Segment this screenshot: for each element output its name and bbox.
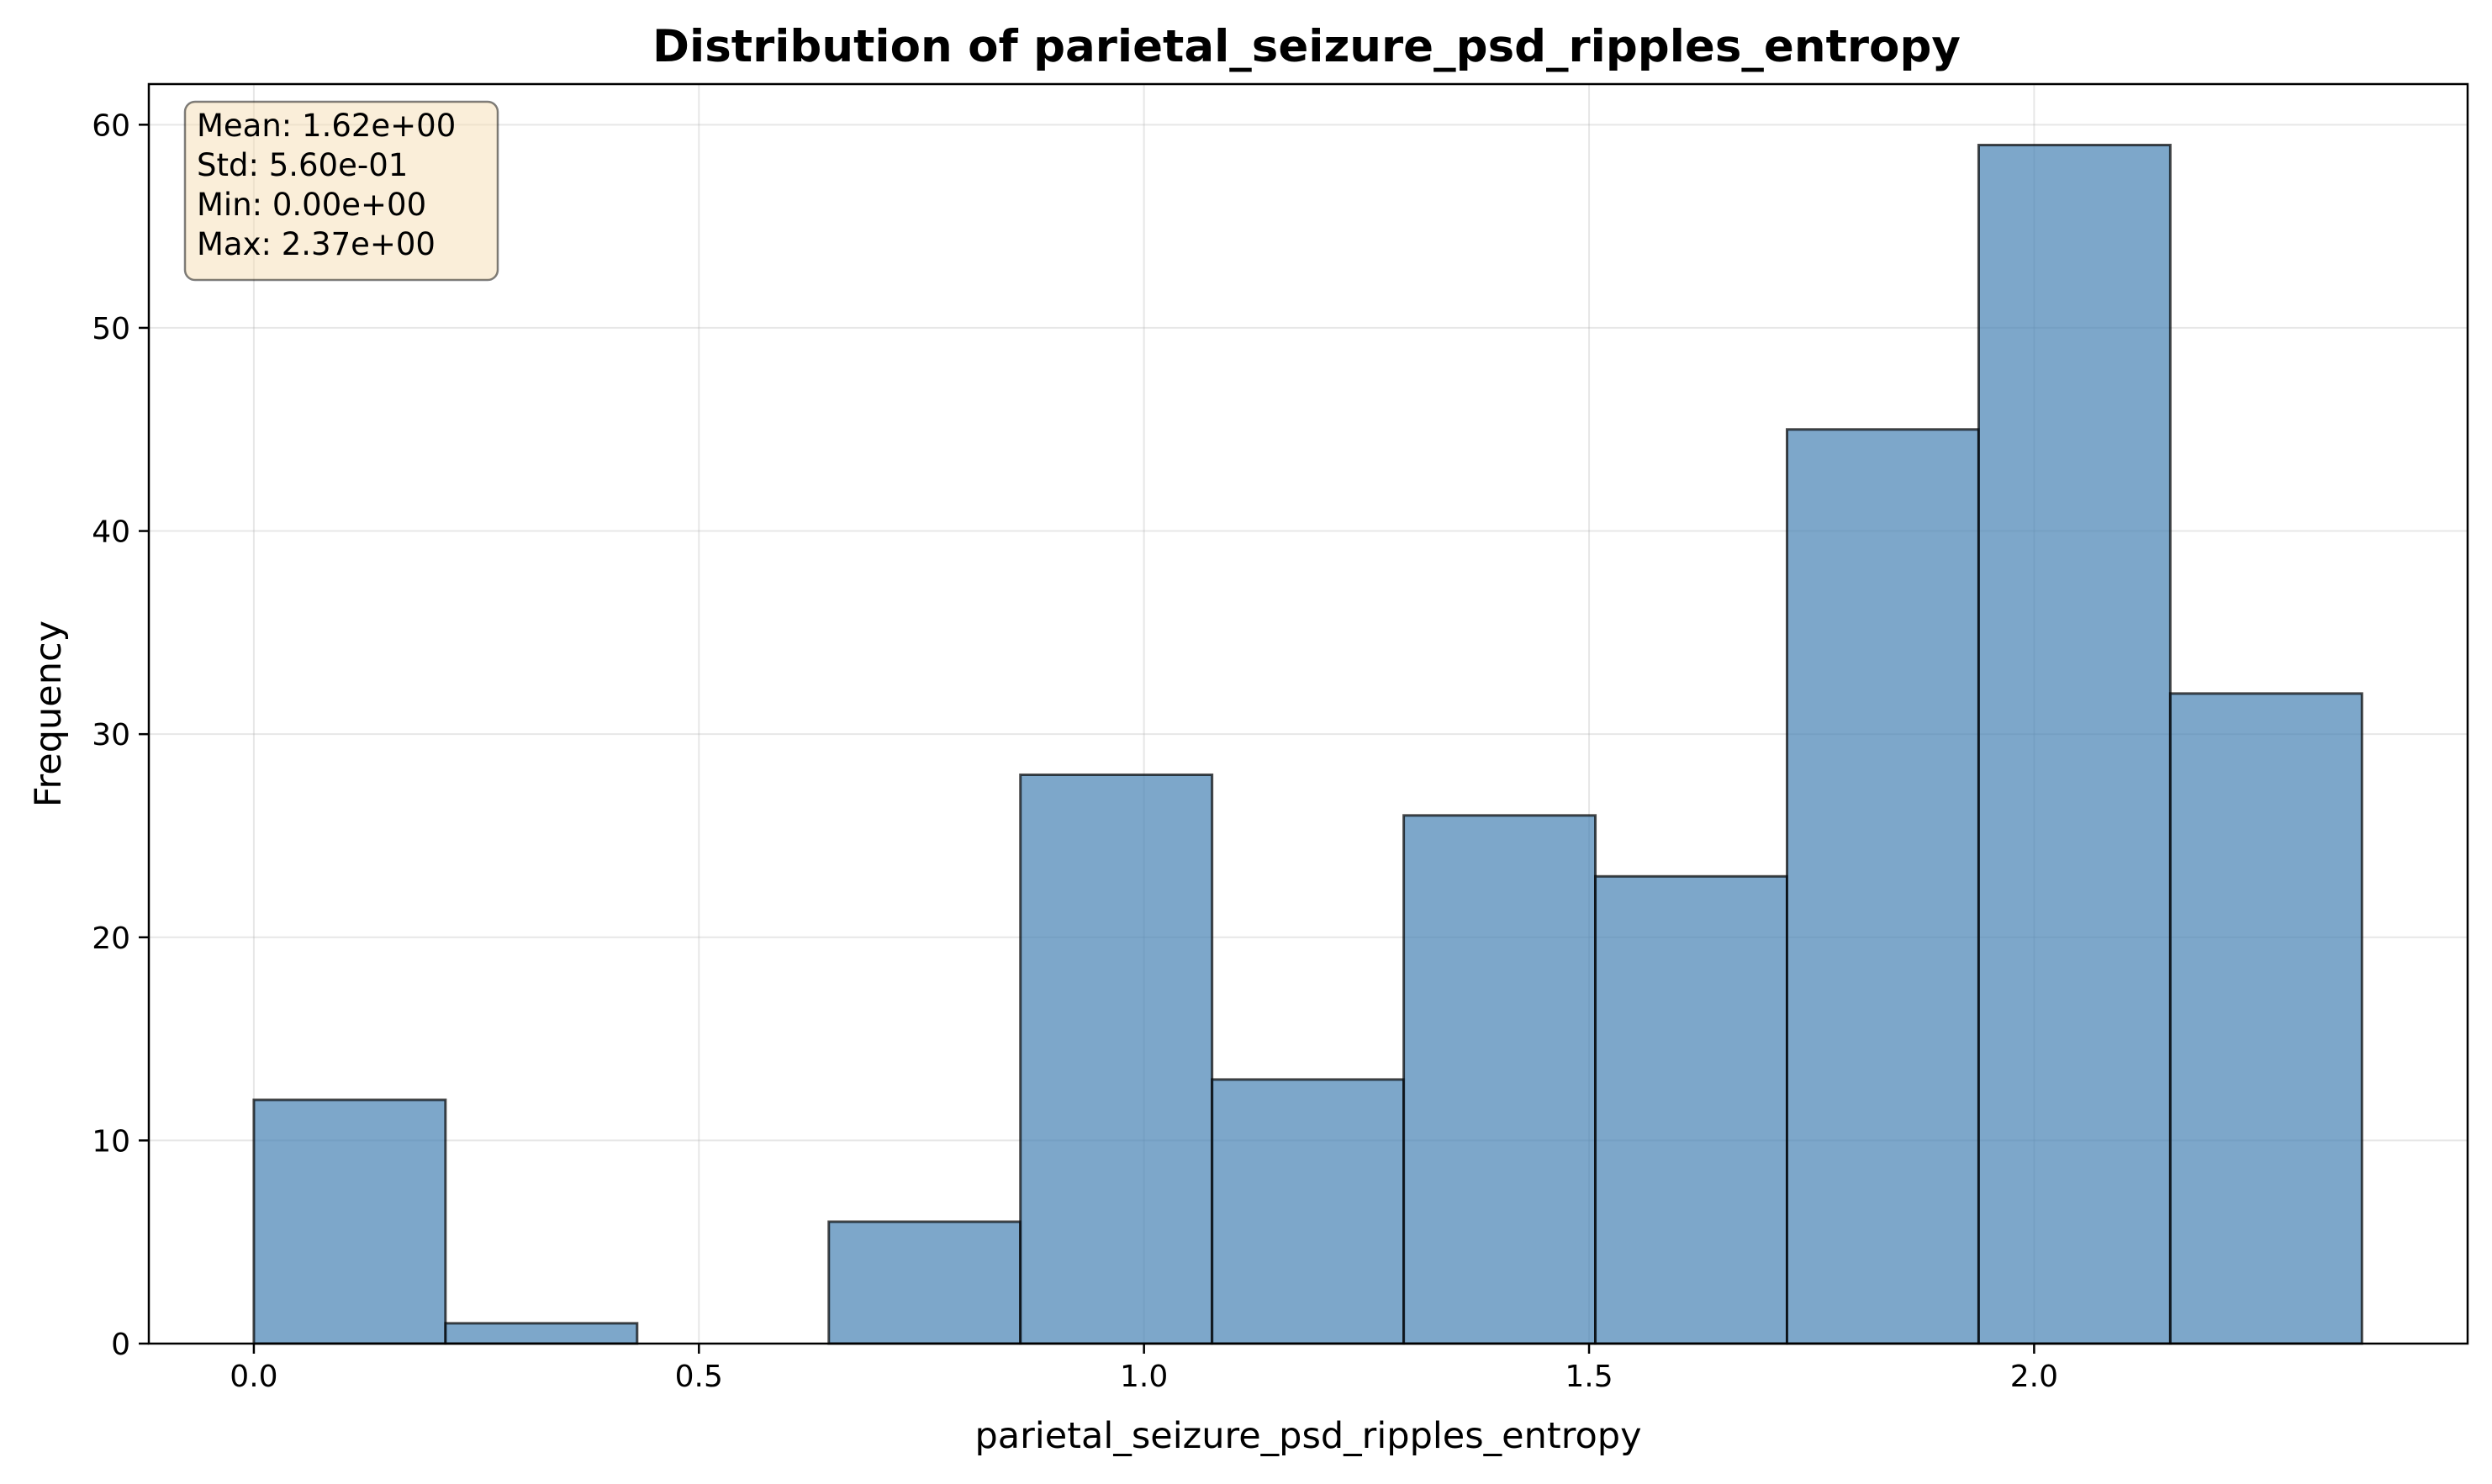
histogram-bar [1594,874,1788,1345]
y-tick-label: 0 [111,1328,130,1362]
histogram-bar [2168,692,2363,1345]
stat-max: Max: 2.37e+00 [197,226,436,262]
histogram-bar [1019,773,1214,1345]
x-axis-ticks: 0.0 0.5 1.0 1.5 2.0 [230,1344,2058,1394]
x-tick-label: 0.0 [230,1360,277,1394]
statistics-box-background [183,100,499,282]
x-axis-label: parietal_seizure_psd_ripples_entropy [974,1415,1641,1457]
stat-mean: Mean: 1.62e+00 [197,108,456,144]
x-tick-label: 2.0 [2010,1360,2058,1394]
y-tick-label: 50 [92,312,130,346]
stat-std: Std: 5.60e-01 [197,147,408,183]
statistics-box: Mean: 1.62e+00 Std: 5.60e-01 Min: 0.00e+… [183,100,499,282]
x-tick-label: 1.5 [1565,1360,1613,1394]
chart-title: Distribution of parietal_seizure_psd_rip… [652,21,1961,72]
histogram-bar [1977,143,2172,1345]
histogram-bar [1402,814,1597,1345]
histogram-bars [252,143,2363,1345]
histogram-bar [1211,1078,1406,1345]
y-tick-label: 40 [92,515,130,550]
histogram-bar [1785,428,1980,1345]
x-tick-label: 1.0 [1120,1360,1168,1394]
histogram-bar [444,1322,639,1345]
y-tick-label: 10 [92,1124,130,1159]
y-tick-label: 60 [92,108,130,143]
histogram-bar [252,1098,447,1345]
histogram-bar [827,1220,1022,1345]
y-axis-label: Frequency [28,621,70,807]
x-tick-label: 0.5 [675,1360,723,1394]
y-tick-label: 20 [92,922,130,956]
stat-min: Min: 0.00e+00 [197,187,426,223]
plot-area-frame [147,82,2469,1345]
y-tick-label: 30 [92,718,130,753]
y-axis-ticks: 0 10 20 30 40 50 60 [92,108,149,1362]
